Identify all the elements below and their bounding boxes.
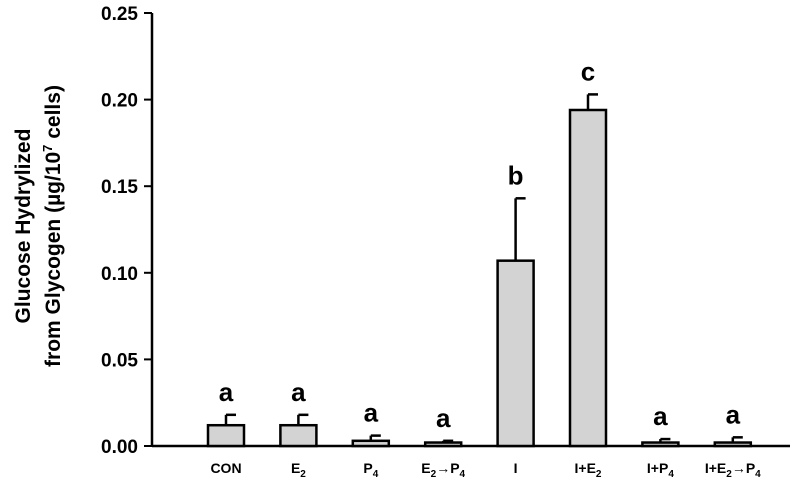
error-bars [224, 93, 743, 443]
significance-label: c [581, 56, 595, 86]
y-tick-label: 0.20 [101, 91, 138, 112]
x-tick-label: E2→P4 [421, 460, 465, 480]
y-tick-label: 0.10 [101, 264, 138, 285]
significance-label: a [219, 377, 234, 407]
significance-labels: a a a a b c a a [219, 56, 741, 432]
x-tick-label: I [514, 460, 518, 476]
bar [423, 441, 463, 448]
significance-label: a [291, 377, 306, 407]
y-axis-label: Glucose Hydrylized from Glycogen (µg/107… [12, 85, 65, 367]
y-axis-label-line1: Glucose Hydrylized [12, 129, 35, 324]
significance-label: a [726, 399, 741, 429]
bar [279, 423, 318, 448]
bar [641, 441, 680, 448]
x-tick-label: I+E2→P4 [705, 460, 761, 480]
bar [206, 423, 246, 448]
y-axis-label-line2: from Glycogen (µg/107 cells) [40, 85, 65, 367]
x-tick-label: I+P4 [647, 460, 674, 480]
y-tick-label: 0.00 [101, 437, 138, 458]
y-tick-label: 0.15 [101, 177, 138, 198]
significance-label: a [364, 398, 379, 428]
y-tick-label: 0.25 [101, 4, 138, 25]
x-tick-label: CON [210, 460, 241, 476]
significance-label: a [653, 401, 668, 431]
significance-label: a [436, 403, 451, 433]
x-tick-label: I+E2 [575, 460, 602, 480]
bar [496, 259, 535, 448]
bars [206, 108, 753, 448]
axes [150, 13, 790, 448]
x-tick-label: P4 [363, 460, 378, 480]
x-tick-label: E2 [291, 460, 306, 480]
bar [713, 441, 753, 448]
significance-label: b [508, 160, 524, 190]
bar [351, 439, 391, 448]
y-tick-label: 0.05 [101, 350, 138, 371]
bar [568, 108, 608, 448]
y-ticks: 0.00 0.05 0.10 0.15 0.20 0.25 [101, 4, 152, 458]
x-tick-labels: CON E2 P4 E2→P4 I I+E2 I+P4 I+E2→P4 [210, 460, 761, 480]
